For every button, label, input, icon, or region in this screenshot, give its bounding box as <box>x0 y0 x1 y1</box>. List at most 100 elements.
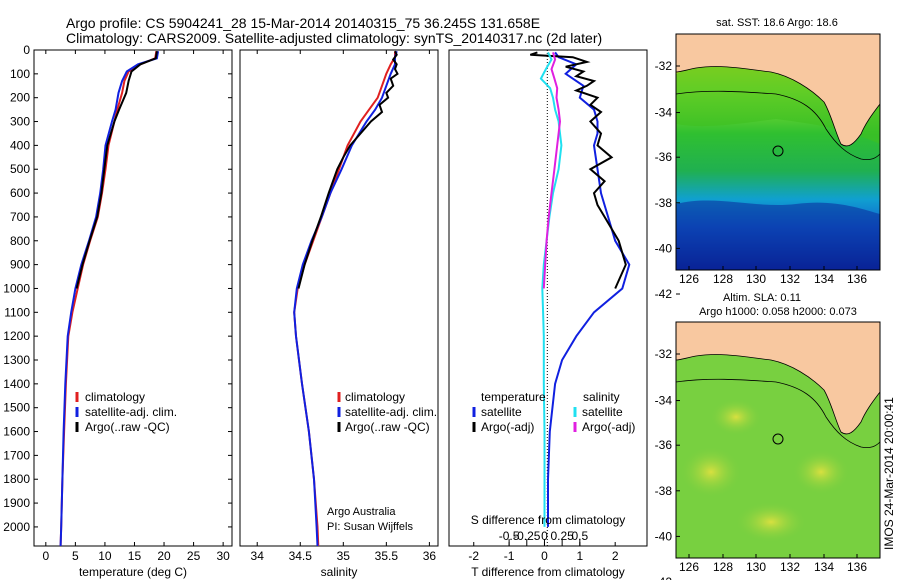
x-tick-label: 34 <box>251 549 265 563</box>
map-x-tick-label: 136 <box>847 560 867 574</box>
diff-series-line-2 <box>539 51 563 527</box>
x-tick-label: -2 <box>468 549 479 563</box>
map-x-tick-label: 128 <box>713 272 733 286</box>
temperature-y-axis: 0 100 200 300 400 500 600 700 800 900 1000 1100 1200… <box>3 43 232 534</box>
sla-blob-3 <box>736 502 806 542</box>
map-y-tick-label: -38 <box>655 196 673 210</box>
y-tick-label: 2000 <box>3 520 30 534</box>
map-x-tick-label: 126 <box>679 560 699 574</box>
map-y-tick-label: -36 <box>655 150 673 164</box>
salinity-x-axis: 34 34.5 35 35.5 36 <box>251 50 436 563</box>
header-line-1: Argo profile: CS 5904241_28 15-Mar-2014 … <box>66 15 540 31</box>
map-x-tick-label: 136 <box>847 272 867 286</box>
map-y-tick-label: -40 <box>655 529 673 543</box>
x-tick-label: 20 <box>157 549 171 563</box>
y-tick-label: 1300 <box>3 353 30 367</box>
y-tick-label: 1600 <box>3 425 30 439</box>
map-x-tick-label: 134 <box>814 272 834 286</box>
x-tick-label: 35 <box>337 549 351 563</box>
temperature-panel: 0100200300400500600700800900100011001200… <box>3 43 233 579</box>
y-tick-label: 1800 <box>3 472 30 486</box>
y-tick-label: 300 <box>10 115 30 129</box>
y-tick-label: 1100 <box>4 305 30 319</box>
map-x-tick-label: 130 <box>746 272 766 286</box>
sla-map-frame <box>675 321 881 559</box>
y-tick-label: 400 <box>10 138 30 152</box>
sla-blob-2 <box>793 450 849 494</box>
difference-x-axis: -2 -1 0 1 2 -0.5-0.25 0 0.250.5 <box>468 529 618 563</box>
legend-label-sal-argo: Argo(-adj) <box>582 420 635 434</box>
legend-label-temp-argo: Argo(-adj) <box>481 420 534 434</box>
sla-shelf-contour <box>676 378 880 449</box>
diff-series-line-1 <box>529 51 627 289</box>
map-x-tick-label: 128 <box>713 560 733 574</box>
y-tick-label: 1200 <box>3 329 30 343</box>
x-tick-label: 0 <box>541 549 548 563</box>
salinity-legend: climatology satellite-adj. clim. Argo(..… <box>337 390 437 434</box>
difference-xlabel: T difference from climatology <box>471 565 625 579</box>
sst-map-canvas <box>676 34 880 270</box>
x-tick-label: 25 <box>187 549 201 563</box>
x-tick-label: 5 <box>72 549 79 563</box>
temperature-xlabel: temperature (deg C) <box>79 565 187 579</box>
difference-panel: -2 -1 0 1 2 -0.5-0.25 0 0.250.5 T difference fr… <box>448 49 648 579</box>
map-y-tick-label: -32 <box>655 347 673 361</box>
sst-map-title: sat. SST: 18.6 Argo: 18.6 <box>716 17 838 29</box>
x-tick-label-top: 0.5 <box>571 529 588 543</box>
sst-argo-marker <box>772 145 784 157</box>
y-tick-label: 600 <box>10 186 30 200</box>
temperature-x-axis: 0 5 10 15 20 25 30 <box>42 50 230 563</box>
x-tick-label: 15 <box>128 549 142 563</box>
legend-header-temperature: temperature <box>481 390 546 404</box>
x-tick-label-top: 0.25 <box>550 529 574 543</box>
temperature-axes-frame <box>33 49 233 547</box>
x-tick-label-top: -0.25 <box>513 529 541 543</box>
diff-series-line-0 <box>547 51 631 527</box>
y-tick-label: 100 <box>10 67 30 81</box>
y-tick-label: 1500 <box>3 401 30 415</box>
sst-shelf-contour <box>676 90 880 161</box>
legend-label-satellite: satellite-adj. clim. <box>345 405 437 419</box>
difference-xlabel-top: S difference from climatology <box>471 513 626 527</box>
x-tick-label-top: 0 <box>541 529 548 543</box>
temperature-legend: climatology satellite-adj. clim. Argo(..… <box>75 390 177 434</box>
map-y-tick-label: -42 <box>655 287 673 301</box>
legend-label-temp-satellite: satellite <box>481 405 522 419</box>
x-tick-label: 34.5 <box>289 549 313 563</box>
sla-map-title-2: Argo h1000: 0.058 h2000: 0.073 <box>699 306 857 318</box>
y-tick-label: 1000 <box>3 281 30 295</box>
x-tick-label: 0 <box>42 549 49 563</box>
sla-map-title-1: Altim. SLA: 0.11 <box>723 292 801 304</box>
sla-blob-4 <box>711 399 761 435</box>
sst-land-mass <box>676 34 880 147</box>
map-y-tick-label: -42 <box>655 575 673 580</box>
series-line-2 <box>75 51 158 289</box>
y-tick-label: 1700 <box>3 448 30 462</box>
map-x-tick-label: 126 <box>679 272 699 286</box>
map-x-tick-label: 132 <box>780 560 800 574</box>
y-tick-label: 700 <box>10 210 30 224</box>
salinity-axes-frame <box>239 49 439 547</box>
annotation-argo-australia: Argo Australia <box>327 506 396 518</box>
legend-label-argo: Argo(..raw -QC) <box>85 420 170 434</box>
header-line-2: Climatology: CARS2009. Satellite-adjuste… <box>66 30 602 46</box>
map-y-tick-label: -32 <box>655 59 673 73</box>
sst-map-frame <box>675 33 881 271</box>
difference-series <box>529 51 631 527</box>
sla-argo-marker <box>772 433 784 445</box>
difference-legend: temperature salinity satellite Argo(-adj… <box>472 390 635 434</box>
imos-stamp: IMOS 24-Mar-2014 20:00:41 <box>882 397 896 550</box>
map-y-tick-label: -40 <box>655 241 673 255</box>
sst-map-panel: sat. SST: 18.6 Argo: 18.6 126 128 130 132 13… <box>655 17 881 301</box>
y-tick-label: 900 <box>10 258 30 272</box>
legend-header-salinity: salinity <box>583 390 620 404</box>
legend-label-satellite: satellite-adj. clim. <box>85 405 177 419</box>
x-tick-label: 2 <box>612 549 619 563</box>
sla-map-axes: 126 128 130 132 134 136 -32 -34 -36 -38 -40 -42 <box>655 347 868 580</box>
x-tick-label-top: -0.5 <box>499 529 520 543</box>
salinity-panel: 34 34.5 35 35.5 36 salinity climatology sate… <box>239 49 439 579</box>
y-tick-label: 0 <box>23 43 30 57</box>
x-tick-label: 1 <box>576 549 583 563</box>
map-y-tick-label: -34 <box>655 106 673 120</box>
